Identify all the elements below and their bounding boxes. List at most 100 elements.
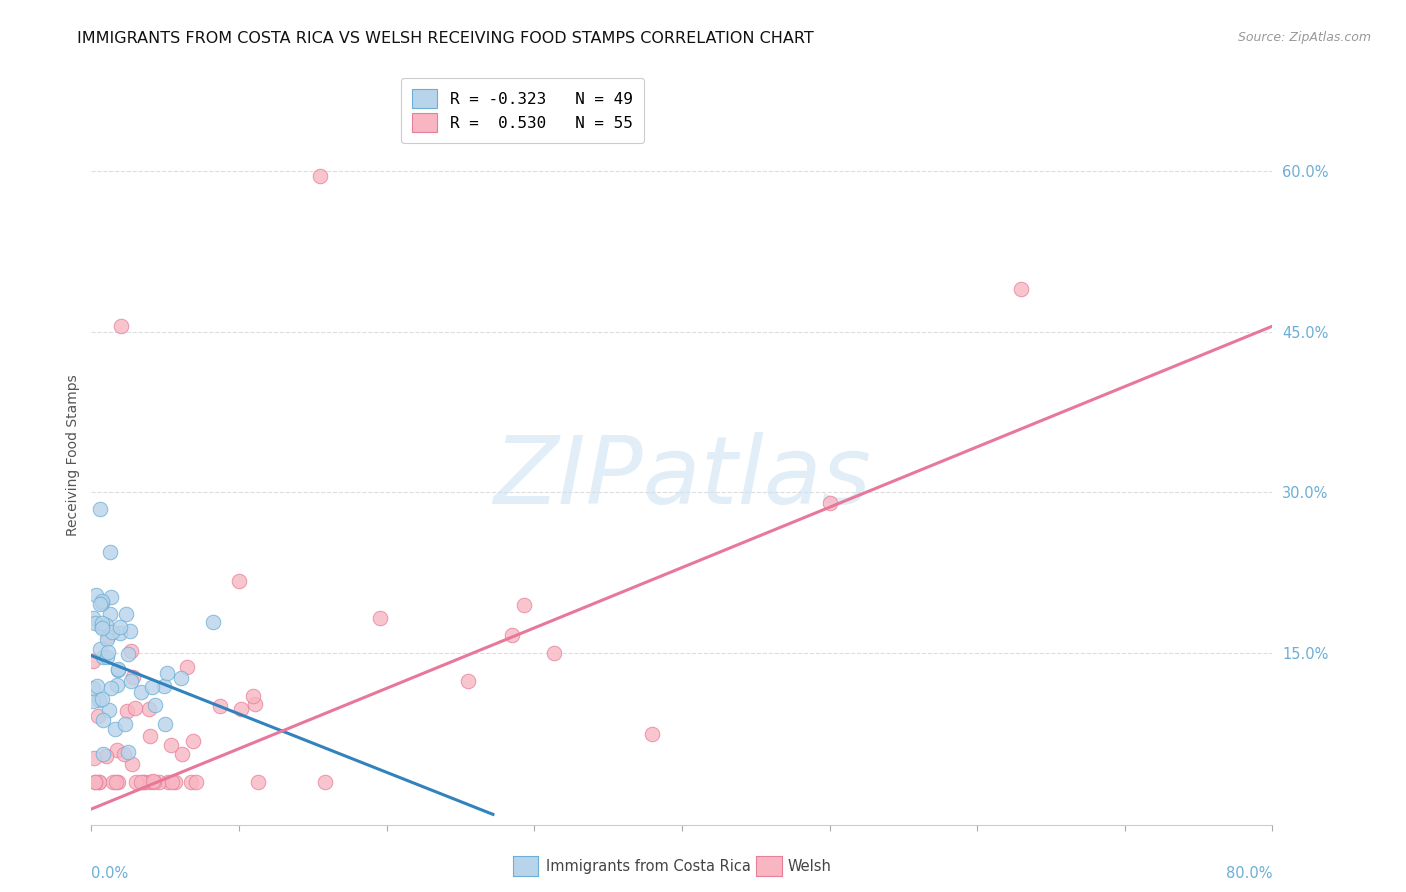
Point — [1010, 282, 1032, 296]
Point — [247, 775, 270, 789]
Text: 0.0%: 0.0% — [91, 866, 128, 880]
Point — [176, 659, 198, 673]
Point — [145, 698, 167, 713]
Point — [89, 597, 111, 611]
Point — [87, 693, 110, 707]
Point — [96, 649, 118, 664]
Y-axis label: Receiving Food Stamps: Receiving Food Stamps — [66, 374, 80, 536]
Point — [87, 775, 110, 789]
Point — [107, 662, 129, 676]
Text: IMMIGRANTS FROM COSTA RICA VS WELSH RECEIVING FOOD STAMPS CORRELATION CHART: IMMIGRANTS FROM COSTA RICA VS WELSH RECE… — [77, 31, 814, 46]
Point — [91, 650, 114, 665]
Point — [84, 775, 107, 789]
Point — [117, 647, 139, 661]
Point — [114, 607, 136, 621]
Point — [512, 598, 534, 612]
Point — [141, 773, 163, 788]
Point — [100, 681, 122, 695]
Point — [82, 611, 104, 625]
Point — [105, 678, 128, 692]
Text: Welsh: Welsh — [787, 859, 831, 873]
Point — [97, 645, 120, 659]
Point — [94, 749, 117, 764]
Text: Immigrants from Costa Rica: Immigrants from Costa Rica — [546, 859, 751, 873]
Point — [139, 730, 162, 744]
Point — [368, 611, 391, 625]
Point — [107, 775, 129, 789]
Point — [201, 615, 224, 629]
Point — [114, 716, 136, 731]
Point — [117, 745, 139, 759]
Point — [543, 646, 565, 660]
Point — [86, 679, 108, 693]
Point — [83, 775, 105, 789]
Point — [165, 775, 187, 789]
Point — [120, 674, 142, 689]
Point — [156, 775, 179, 789]
Point — [91, 594, 114, 608]
Point — [122, 670, 145, 684]
Text: Source: ZipAtlas.com: Source: ZipAtlas.com — [1237, 31, 1371, 45]
Point — [91, 596, 114, 610]
Point — [98, 545, 121, 559]
Point — [89, 641, 111, 656]
Point — [153, 679, 176, 693]
Point — [97, 703, 120, 717]
Point — [94, 618, 117, 632]
Point — [110, 319, 132, 334]
Point — [90, 615, 112, 630]
Point — [186, 775, 208, 789]
Point — [641, 727, 664, 741]
Point — [112, 747, 135, 761]
Point — [84, 588, 107, 602]
Point — [153, 717, 176, 731]
Point — [170, 747, 193, 761]
Point — [101, 624, 124, 639]
Point — [98, 607, 121, 622]
Point — [138, 702, 160, 716]
Point — [91, 714, 114, 728]
Point — [314, 775, 336, 789]
Point — [82, 681, 104, 695]
Point — [125, 775, 148, 789]
Point — [159, 738, 181, 752]
Point — [132, 775, 155, 789]
Point — [90, 619, 112, 633]
Point — [115, 704, 138, 718]
Point — [501, 628, 523, 642]
Point — [120, 644, 142, 658]
Point — [129, 775, 152, 789]
Point — [229, 702, 252, 716]
Point — [100, 590, 122, 604]
Point — [91, 692, 114, 706]
Point — [124, 701, 146, 715]
Point — [108, 620, 131, 634]
Point — [83, 751, 105, 765]
Legend: R = -0.323   N = 49, R =  0.530   N = 55: R = -0.323 N = 49, R = 0.530 N = 55 — [401, 78, 644, 143]
Point — [148, 775, 170, 789]
Point — [162, 775, 184, 789]
Point — [245, 698, 267, 712]
Point — [242, 689, 264, 703]
Point — [143, 775, 166, 789]
Point — [87, 709, 110, 723]
Point — [138, 775, 160, 789]
Point — [110, 625, 132, 640]
Point — [121, 757, 143, 772]
Point — [105, 743, 128, 757]
Point — [105, 775, 128, 789]
Point — [82, 693, 104, 707]
Point — [91, 747, 114, 761]
Point — [82, 654, 104, 668]
Point — [134, 775, 156, 789]
Point — [156, 666, 179, 681]
Point — [83, 615, 105, 630]
Point — [228, 574, 250, 588]
Point — [101, 775, 124, 789]
Point — [118, 624, 141, 639]
Point — [209, 699, 232, 714]
Point — [170, 671, 193, 685]
Point — [141, 680, 163, 694]
Point — [89, 501, 111, 516]
Point — [87, 775, 110, 789]
